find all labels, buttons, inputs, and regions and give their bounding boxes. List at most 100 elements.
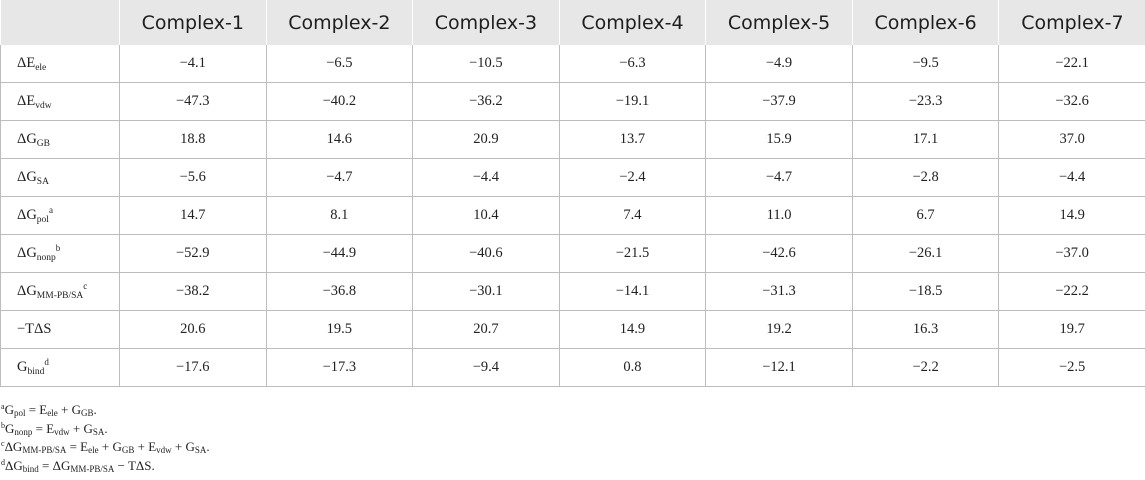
table-row: ΔGMM-PB/SAc −38.2 −36.8 −30.1 −14.1 −31.3 −18.… bbox=[0, 272, 1145, 311]
row-label: Gbindd bbox=[0, 348, 120, 387]
footnote-mark: d bbox=[1, 457, 5, 467]
table-cell: −9.4 bbox=[412, 348, 560, 387]
table-cell: −4.7 bbox=[265, 158, 414, 197]
table-cell: 18.8 bbox=[119, 120, 267, 159]
footnote-text: ΔG bbox=[4, 439, 23, 454]
table-cell: 19.7 bbox=[998, 310, 1145, 349]
row-label-footnote-mark: b bbox=[55, 243, 61, 253]
row-label-base: ΔG bbox=[17, 131, 37, 147]
footnote: cΔGMM-PB/SA = Eele + GGB + Evdw + GSA. bbox=[0, 438, 1145, 457]
column-header: Complex-6 bbox=[851, 0, 999, 45]
table-cell: −40.2 bbox=[265, 82, 414, 121]
row-label: ΔEele bbox=[0, 45, 120, 83]
table-row: −TΔS 20.6 19.5 20.7 14.9 19.2 16.3 19.7 bbox=[0, 310, 1145, 349]
table-cell: −6.5 bbox=[265, 45, 414, 83]
row-label-subscript: pol bbox=[36, 215, 49, 225]
table-cell: −2.2 bbox=[851, 348, 1000, 387]
table-cell: 14.9 bbox=[998, 196, 1145, 235]
table-cell: −14.1 bbox=[558, 272, 707, 311]
footnote: dΔGbind = ΔGMM-PB/SA − TΔS. bbox=[0, 457, 1145, 476]
footnote-text: G bbox=[4, 402, 14, 417]
table-cell: 19.5 bbox=[265, 310, 414, 349]
table-cell: −4.9 bbox=[705, 45, 853, 83]
table-cell: −4.1 bbox=[119, 45, 267, 83]
table-cell: −36.2 bbox=[412, 82, 560, 121]
row-label: ΔGSA bbox=[0, 158, 120, 197]
table-cell: −4.4 bbox=[998, 158, 1145, 197]
energy-table-container: Complex-1 Complex-2 Complex-3 Complex-4 Comp… bbox=[0, 0, 1145, 387]
row-label: ΔGGB bbox=[0, 120, 120, 159]
table-cell: −2.8 bbox=[851, 158, 1000, 197]
footnote-text: + G bbox=[57, 402, 81, 417]
footnote-text: + G bbox=[171, 439, 195, 454]
footnote-subscript: MM-PB/SA bbox=[22, 445, 67, 455]
row-label-base: ΔG bbox=[17, 207, 37, 223]
table-row: ΔGSA −5.6 −4.7 −4.4 −2.4 −4.7 −2.8 −4.4 bbox=[0, 158, 1145, 197]
row-label-base: ΔG bbox=[17, 169, 37, 185]
table-cell: 14.6 bbox=[265, 120, 414, 159]
table-cell: 15.9 bbox=[705, 120, 853, 159]
table-cell: −19.1 bbox=[558, 82, 707, 121]
table-cell: 8.1 bbox=[265, 196, 414, 235]
row-label-base: −TΔS bbox=[17, 321, 52, 337]
footnote-subscript: SA bbox=[92, 426, 105, 437]
footnote-text: ΔG bbox=[5, 457, 23, 473]
table-cell: 20.6 bbox=[119, 310, 267, 349]
table-cell: 11.0 bbox=[705, 196, 853, 235]
table-cell: −52.9 bbox=[119, 234, 267, 273]
row-label-subscript: bind bbox=[27, 367, 45, 377]
table-row: ΔGGB 18.8 14.6 20.9 13.7 15.9 17.1 37.0 bbox=[0, 120, 1145, 159]
table-cell: 13.7 bbox=[558, 120, 707, 159]
table-cell: −6.3 bbox=[558, 45, 707, 83]
footnote-subscript: GB bbox=[121, 445, 135, 455]
footnote-mark: a bbox=[1, 402, 5, 411]
table-cell: −2.5 bbox=[998, 348, 1145, 387]
column-header: Complex-4 bbox=[558, 0, 706, 45]
footnote-subscript: vdw bbox=[156, 445, 172, 455]
table-row: ΔEele −4.1 −6.5 −10.5 −6.3 −4.9 −9.5 −22.1 bbox=[0, 45, 1145, 83]
table-cell: −12.1 bbox=[705, 348, 853, 387]
footnote-subscript: nonp bbox=[14, 426, 33, 437]
table-cell: −10.5 bbox=[412, 45, 560, 83]
footnote-text: = E bbox=[66, 439, 89, 454]
row-label-subscript: ele bbox=[35, 63, 47, 73]
footnote-subscript: vdw bbox=[54, 426, 70, 437]
table-cell: −32.6 bbox=[998, 82, 1145, 121]
table-cell: 14.7 bbox=[119, 196, 267, 235]
footnote-text: + G bbox=[69, 420, 93, 436]
table-row: ΔGpola 14.7 8.1 10.4 7.4 11.0 6.7 14.9 bbox=[0, 196, 1145, 235]
table-cell: 20.9 bbox=[412, 120, 560, 159]
footnote-mark: b bbox=[1, 420, 5, 430]
column-header: Complex-2 bbox=[265, 0, 413, 45]
table-cell: −36.8 bbox=[265, 272, 414, 311]
table-cell: −44.9 bbox=[265, 234, 414, 273]
table-cell: 0.8 bbox=[558, 348, 707, 387]
row-label-subscript: SA bbox=[36, 177, 49, 187]
header-corner bbox=[0, 0, 120, 45]
table-cell: 20.7 bbox=[412, 310, 560, 349]
table-cell: −17.3 bbox=[265, 348, 414, 387]
table-row: Gbindd −17.6 −17.3 −9.4 0.8 −12.1 −2.2 −2.5 bbox=[0, 348, 1145, 387]
footnotes: aGpol = Eele + GGB. bGnonp = Evdw + GSA. c… bbox=[0, 401, 1145, 475]
table-cell: −22.2 bbox=[998, 272, 1145, 311]
row-label-subscript: vdw bbox=[35, 101, 52, 111]
table-cell: 10.4 bbox=[412, 196, 560, 235]
table-cell: 17.1 bbox=[851, 120, 1000, 159]
footnote-subscript: MM-PB/SA bbox=[70, 463, 115, 474]
row-label: ΔGpola bbox=[0, 196, 120, 235]
footnote-text: = ΔG bbox=[38, 457, 71, 473]
binding-energy-table: Complex-1 Complex-2 Complex-3 Complex-4 Comp… bbox=[0, 0, 1145, 387]
column-header: Complex-3 bbox=[412, 0, 560, 45]
table-body: ΔEele −4.1 −6.5 −10.5 −6.3 −4.9 −9.5 −22.1 ΔEvdw… bbox=[0, 45, 1145, 387]
footnote-subscript: pol bbox=[13, 408, 26, 418]
table-cell: −18.5 bbox=[851, 272, 1000, 311]
row-label: ΔEvdw bbox=[0, 82, 120, 121]
table-cell: −5.6 bbox=[119, 158, 267, 197]
table-row: ΔGnonpb −52.9 −44.9 −40.6 −21.5 −42.6 −26.1 −37… bbox=[0, 234, 1145, 273]
table-cell: −40.6 bbox=[412, 234, 560, 273]
table-cell: −37.0 bbox=[998, 234, 1145, 273]
row-label-base: ΔG bbox=[17, 245, 37, 261]
table-cell: −22.1 bbox=[998, 45, 1145, 83]
row-label-base: ΔE bbox=[17, 55, 36, 71]
row-label-subscript: MM-PB/SA bbox=[36, 291, 84, 301]
